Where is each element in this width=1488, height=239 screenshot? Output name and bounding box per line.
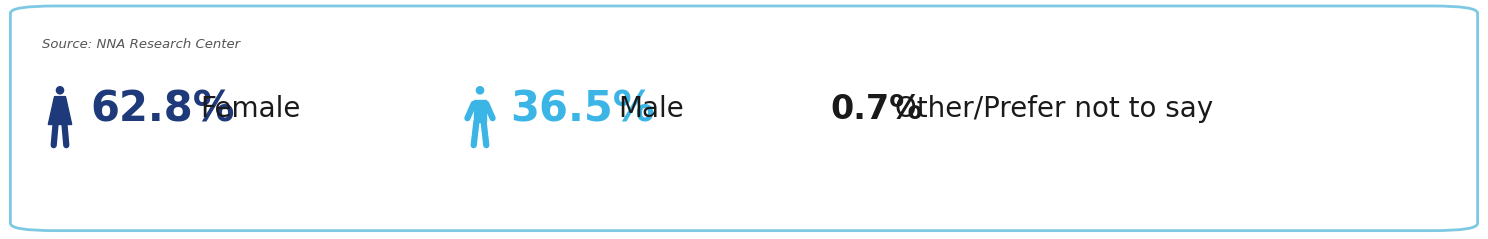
Polygon shape	[48, 100, 71, 125]
Polygon shape	[54, 97, 67, 100]
Polygon shape	[473, 100, 487, 122]
Text: 36.5%: 36.5%	[510, 88, 655, 130]
Ellipse shape	[57, 87, 64, 94]
Text: Female: Female	[199, 95, 301, 123]
Text: Male: Male	[618, 95, 684, 123]
Text: Source: NNA Research Center: Source: NNA Research Center	[42, 38, 240, 50]
Ellipse shape	[476, 87, 484, 94]
Text: 62.8%: 62.8%	[89, 88, 235, 130]
FancyBboxPatch shape	[10, 6, 1478, 231]
Text: 0.7%: 0.7%	[830, 92, 923, 125]
Text: Other/Prefer not to say: Other/Prefer not to say	[894, 95, 1213, 123]
